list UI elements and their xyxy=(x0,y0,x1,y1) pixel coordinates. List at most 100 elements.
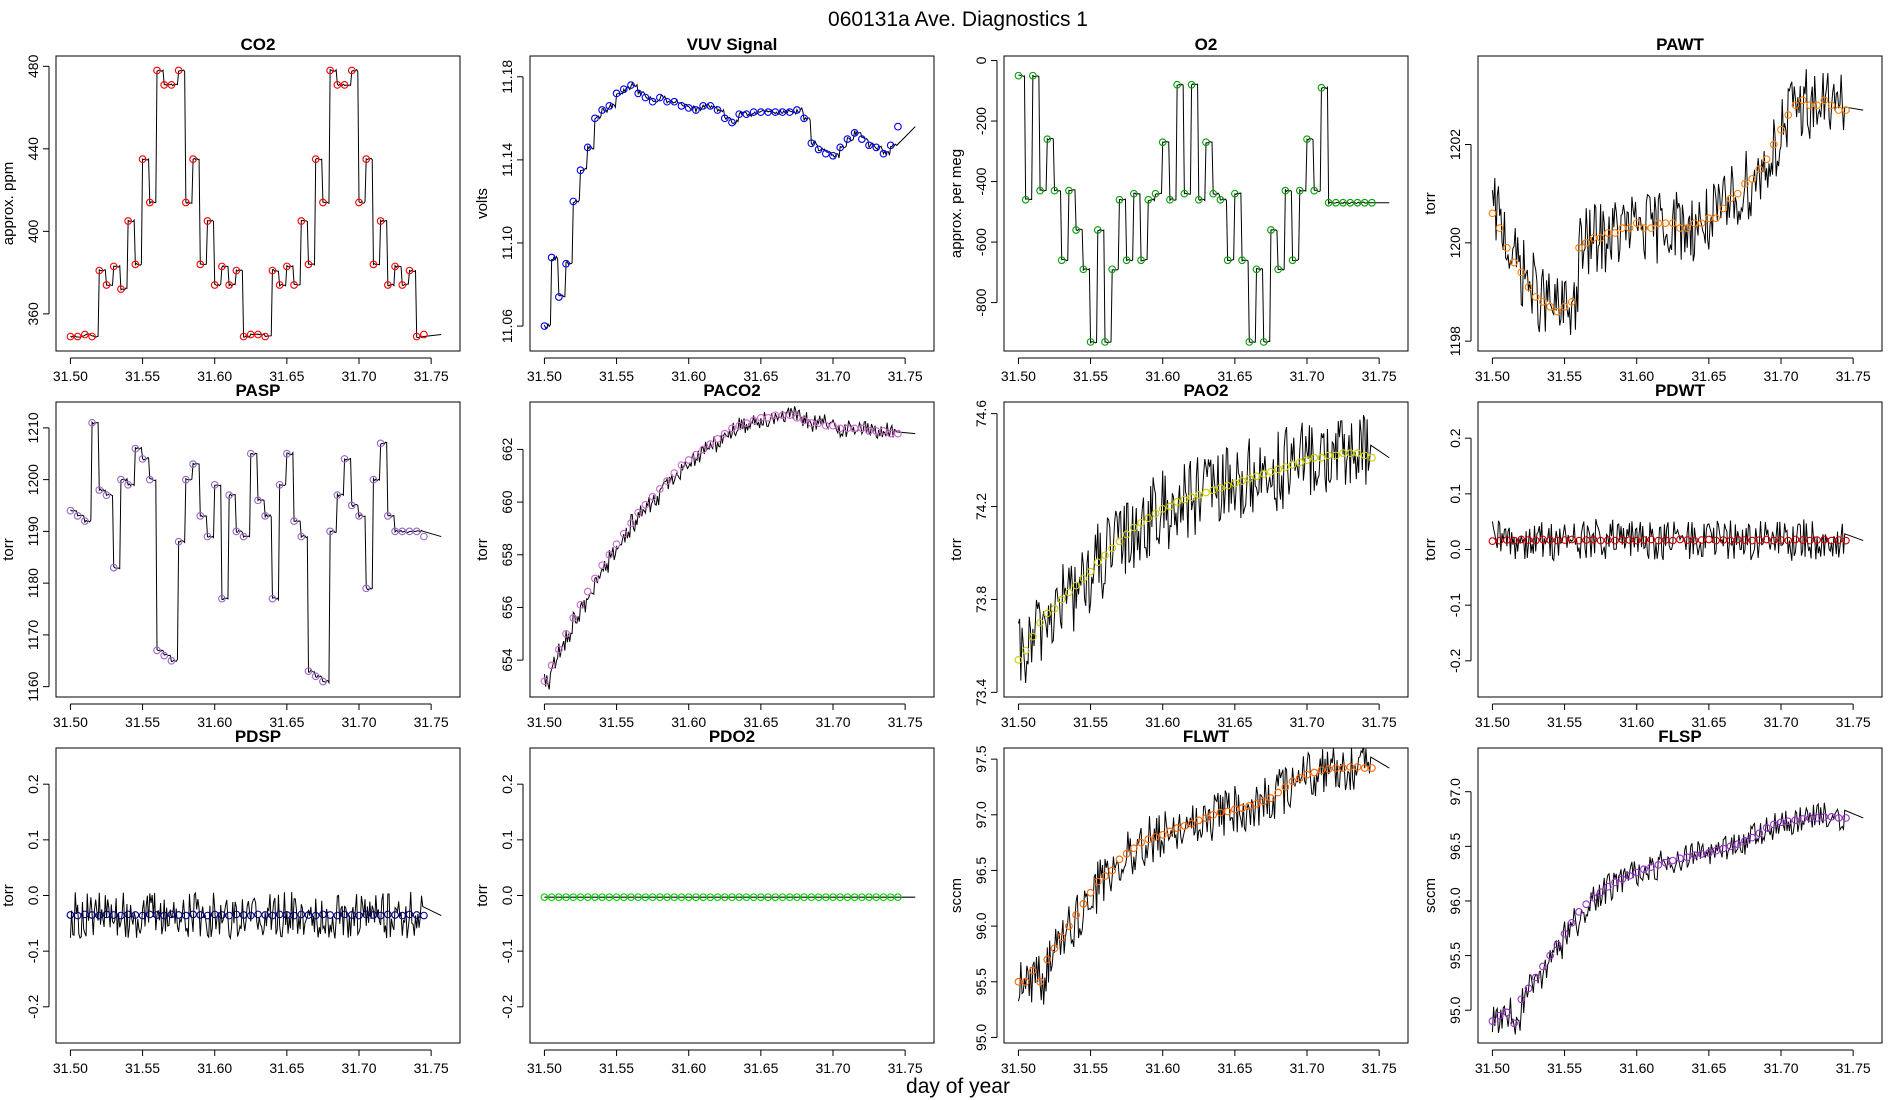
data-point xyxy=(641,500,650,509)
x-tick-label: 31.60 xyxy=(1145,368,1180,384)
y-tick-label: 0.0 xyxy=(1447,540,1463,560)
data-point xyxy=(1827,812,1836,821)
data-point xyxy=(1036,618,1044,627)
y-tick-label: 1202 xyxy=(1447,129,1463,160)
data-point xyxy=(1791,816,1800,824)
data-point xyxy=(1050,604,1059,613)
series-line xyxy=(1491,802,1864,1035)
data-point xyxy=(1368,198,1376,207)
data-point xyxy=(1115,537,1124,546)
data-point xyxy=(1611,536,1619,545)
data-point xyxy=(1288,460,1297,469)
data-point xyxy=(95,486,104,494)
panel-title: PAWT xyxy=(1656,35,1704,54)
data-point xyxy=(124,910,132,919)
data-point xyxy=(569,614,578,622)
data-series xyxy=(540,81,916,330)
y-axis-label: sccm xyxy=(1422,878,1439,913)
data-point xyxy=(1553,307,1562,316)
data-point xyxy=(1791,101,1800,110)
data-point xyxy=(1057,256,1066,265)
data-point xyxy=(1777,536,1785,544)
data-point xyxy=(1654,861,1663,869)
x-tick-label: 31.60 xyxy=(1145,1060,1180,1076)
data-point xyxy=(66,506,75,515)
data-point xyxy=(583,893,592,902)
data-point xyxy=(1589,893,1598,902)
panel-title: FLSP xyxy=(1658,727,1701,746)
data-point xyxy=(1813,101,1821,110)
x-tick-label: 31.70 xyxy=(341,714,376,730)
data-point xyxy=(1741,536,1749,544)
data-point xyxy=(376,439,385,448)
data-point xyxy=(836,143,845,152)
y-axis-label: torr xyxy=(1422,538,1439,561)
y-tick-label: 0.2 xyxy=(499,774,515,794)
data-point xyxy=(1231,189,1239,198)
data-point xyxy=(836,893,845,902)
data-point xyxy=(109,563,118,572)
x-tick-label: 31.65 xyxy=(269,1060,304,1076)
data-point xyxy=(1798,536,1807,544)
y-tick-label: 0.0 xyxy=(499,886,515,906)
data-point xyxy=(1194,816,1203,825)
data-point xyxy=(283,262,291,271)
data-point xyxy=(1784,817,1793,826)
data-point xyxy=(1202,814,1210,822)
data-point xyxy=(290,281,298,289)
y-axis-label: approx. per meg xyxy=(948,149,965,258)
y-tick-label: 1210 xyxy=(25,412,41,443)
y-tick-label: 656 xyxy=(499,596,515,620)
data-point xyxy=(398,527,407,536)
plot-frame xyxy=(1477,401,1883,698)
data-point xyxy=(764,108,772,116)
data-point xyxy=(1517,268,1526,277)
figure-x-axis-label: day of year xyxy=(906,1075,1010,1098)
data-point xyxy=(1632,536,1641,545)
data-series xyxy=(1488,518,1864,562)
data-point xyxy=(246,911,255,920)
data-point xyxy=(1310,186,1319,195)
data-point xyxy=(405,266,414,275)
data-series xyxy=(66,418,442,686)
data-point xyxy=(1762,155,1771,164)
data-point xyxy=(311,672,320,681)
data-point xyxy=(1332,198,1340,207)
x-tick-label: 31.50 xyxy=(53,1060,88,1076)
data-point xyxy=(1668,219,1677,228)
data-point xyxy=(376,217,385,225)
data-point xyxy=(304,911,313,919)
x-tick-label: 31.55 xyxy=(599,714,634,730)
data-point xyxy=(1122,530,1131,539)
data-point xyxy=(793,413,801,422)
data-point xyxy=(340,81,349,89)
data-point xyxy=(785,108,794,116)
data-point xyxy=(73,911,82,920)
x-tick-label: 31.70 xyxy=(1289,714,1324,730)
data-point xyxy=(1158,830,1167,839)
data-point xyxy=(886,893,895,902)
y-tick-label: 95.5 xyxy=(973,968,989,995)
data-point xyxy=(297,910,306,919)
data-point xyxy=(1339,764,1347,772)
data-point xyxy=(1057,933,1066,942)
data-point xyxy=(376,911,385,920)
data-point xyxy=(771,411,780,420)
x-tick-label: 31.55 xyxy=(125,714,160,730)
data-point xyxy=(124,480,132,489)
data-point xyxy=(405,910,414,919)
data-point xyxy=(1014,71,1023,80)
data-point xyxy=(879,427,888,435)
data-point xyxy=(1187,819,1196,828)
y-tick-label: 73.8 xyxy=(973,586,989,613)
data-point xyxy=(1065,588,1073,597)
panel-title: PAO2 xyxy=(1183,381,1228,400)
x-tick-label: 31.75 xyxy=(888,714,923,730)
data-series xyxy=(1014,748,1390,1005)
data-point xyxy=(1697,850,1706,858)
data-point xyxy=(153,911,161,919)
data-point xyxy=(138,455,147,463)
data-point xyxy=(591,893,599,902)
data-point xyxy=(1245,338,1254,346)
data-point xyxy=(1531,536,1540,545)
